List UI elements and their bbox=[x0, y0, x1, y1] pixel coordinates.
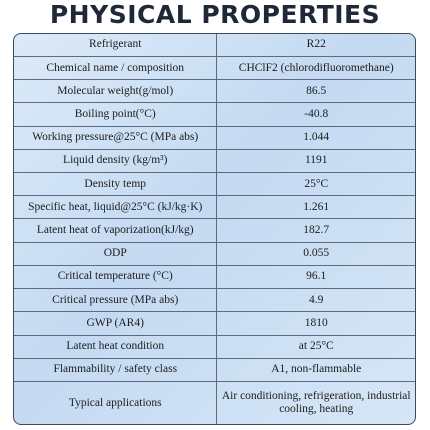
table-row: Refrigerant R22 bbox=[14, 34, 415, 57]
properties-table: Refrigerant R22 Chemical name / compositio… bbox=[14, 34, 415, 424]
property-name: Chemical name / composition bbox=[14, 55, 218, 81]
table-row: Typical applications Air conditioning, re… bbox=[14, 381, 415, 424]
table-row: GWP (AR4) 1810 bbox=[14, 311, 415, 336]
property-name: Critical pressure (MPa abs) bbox=[14, 288, 218, 313]
property-value: at 25°C bbox=[216, 334, 415, 359]
table-row: Liquid density (kg/m³) 1191 bbox=[14, 148, 415, 173]
table-row: Critical temperature (°C) 96.1 bbox=[14, 264, 415, 290]
title: PHYSICAL PROPERTIES bbox=[49, 0, 381, 29]
table-row: Boiling point(°C) -40.8 bbox=[14, 102, 415, 127]
table-row: Flammability / safety class A1, non-flamm… bbox=[14, 357, 415, 383]
property-value: 25°C bbox=[216, 171, 415, 197]
property-value: Air conditioning, refrigeration, industr… bbox=[216, 381, 415, 424]
property-value: 1810 bbox=[216, 311, 415, 336]
table-row: Chemical name / composition CHClF2 (chlor… bbox=[14, 55, 415, 81]
table-row: Working pressure@25°C (MPa abs) 1.044 bbox=[14, 125, 415, 150]
property-name: Liquid density (kg/m³) bbox=[14, 148, 218, 173]
table-row: Density temp 25°C bbox=[14, 171, 415, 197]
property-name: Specific heat, liquid@25°C (kJ/kg·K) bbox=[14, 195, 218, 220]
property-name: Molecular weight(g/mol) bbox=[14, 79, 218, 104]
property-name: ODP bbox=[14, 241, 218, 266]
table-row: Latent heat of vaporization(kJ/kg) 182.7 bbox=[14, 218, 415, 243]
property-value: A1, non-flammable bbox=[216, 357, 415, 383]
property-name: Density temp bbox=[14, 171, 218, 197]
property-value: 86.5 bbox=[216, 79, 415, 104]
property-value: 1.261 bbox=[216, 195, 415, 220]
property-name: Critical temperature (°C) bbox=[14, 264, 218, 290]
property-value: 96.1 bbox=[216, 264, 415, 290]
property-name: Refrigerant bbox=[14, 34, 218, 57]
property-value: -40.8 bbox=[216, 102, 415, 127]
property-value: CHClF2 (chlorodifluoromethane) bbox=[216, 55, 415, 81]
property-name: Boiling point(°C) bbox=[14, 102, 218, 127]
property-value: 1.044 bbox=[216, 125, 415, 150]
table-body: Refrigerant R22 Chemical name / compositio… bbox=[14, 34, 415, 424]
property-value: 4.9 bbox=[216, 288, 415, 313]
table-row: ODP 0.055 bbox=[14, 241, 415, 266]
table-row: Specific heat, liquid@25°C (kJ/kg·K) 1.26… bbox=[14, 195, 415, 220]
table-row: Molecular weight(g/mol) 86.5 bbox=[14, 79, 415, 104]
property-value: 0.055 bbox=[216, 241, 415, 266]
property-name: Typical applications bbox=[14, 381, 218, 424]
property-name: GWP (AR4) bbox=[14, 311, 218, 336]
property-value: 1191 bbox=[216, 148, 415, 173]
property-value: 182.7 bbox=[216, 218, 415, 243]
table-frame: Refrigerant R22 Chemical name / compositio… bbox=[13, 33, 416, 425]
property-name: Working pressure@25°C (MPa abs) bbox=[14, 125, 218, 150]
property-value: R22 bbox=[216, 34, 415, 57]
table-row: Latent heat condition at 25°C bbox=[14, 334, 415, 359]
property-name: Flammability / safety class bbox=[14, 357, 218, 383]
property-name: Latent heat condition bbox=[14, 334, 218, 359]
table-row: Critical pressure (MPa abs) 4.9 bbox=[14, 288, 415, 313]
property-name: Latent heat of vaporization(kJ/kg) bbox=[14, 218, 218, 243]
